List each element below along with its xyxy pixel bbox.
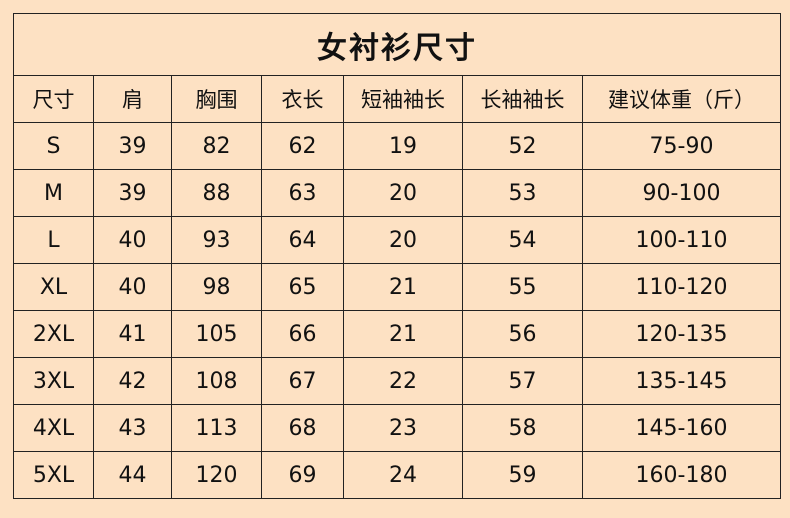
table-row: 4XL 43 113 68 23 58 145-160 — [13, 404, 781, 452]
table-row: 5XL 44 120 69 24 59 160-180 — [13, 451, 781, 499]
table-cell: 39 — [93, 169, 172, 217]
table-cell: M — [13, 169, 94, 217]
table-cell: 54 — [462, 216, 583, 264]
table-cell: 42 — [93, 357, 172, 405]
table-cell: 69 — [261, 451, 344, 499]
table-row: XL 40 98 65 21 55 110-120 — [13, 263, 781, 311]
table-cell: 135-145 — [582, 357, 781, 405]
table-cell: 160-180 — [582, 451, 781, 499]
table-cell: 88 — [171, 169, 262, 217]
table-cell: 40 — [93, 263, 172, 311]
table-cell: 108 — [171, 357, 262, 405]
table-cell: 22 — [343, 357, 463, 405]
table-cell: 120-135 — [582, 310, 781, 358]
table-cell: L — [13, 216, 94, 264]
table-cell: 100-110 — [582, 216, 781, 264]
table-title: 女衬衫尺寸 — [13, 13, 781, 76]
table-cell: 52 — [462, 122, 583, 170]
table-cell: 67 — [261, 357, 344, 405]
table-cell: 64 — [261, 216, 344, 264]
table-cell: 58 — [462, 404, 583, 452]
table-cell: 55 — [462, 263, 583, 311]
table-cell: 21 — [343, 310, 463, 358]
table-cell: 44 — [93, 451, 172, 499]
column-header: 短袖袖长 — [343, 75, 463, 123]
column-header: 胸围 — [171, 75, 262, 123]
table-cell: 105 — [171, 310, 262, 358]
table-cell: 113 — [171, 404, 262, 452]
column-header: 长袖袖长 — [462, 75, 583, 123]
table-cell: 4XL — [13, 404, 94, 452]
table-cell: 5XL — [13, 451, 94, 499]
table-cell: 19 — [343, 122, 463, 170]
column-header: 尺寸 — [13, 75, 94, 123]
table-cell: 98 — [171, 263, 262, 311]
table-cell: 2XL — [13, 310, 94, 358]
table-cell: 20 — [343, 216, 463, 264]
table-cell: 93 — [171, 216, 262, 264]
table-cell: 82 — [171, 122, 262, 170]
table-cell: S — [13, 122, 94, 170]
table-cell: 41 — [93, 310, 172, 358]
column-header: 建议体重（斤） — [582, 75, 781, 123]
table-cell: 53 — [462, 169, 583, 217]
header-row: 尺寸肩胸围 衣长 短袖袖长 长袖袖长 建议体重（斤） — [13, 75, 781, 123]
column-header: 肩 — [93, 75, 172, 123]
table-cell: 75-90 — [582, 122, 781, 170]
table-cell: 63 — [261, 169, 344, 217]
table-cell: 62 — [261, 122, 344, 170]
table-cell: 20 — [343, 169, 463, 217]
table-cell: 65 — [261, 263, 344, 311]
table-row: M 39 88 63 20 53 90-100 — [13, 169, 781, 217]
table-row: L 40 93 64 20 54 100-110 — [13, 216, 781, 264]
table-cell: 90-100 — [582, 169, 781, 217]
table-cell: 59 — [462, 451, 583, 499]
table-row: S 39 82 62 19 52 75-90 — [13, 122, 781, 170]
table-cell: 57 — [462, 357, 583, 405]
table-cell: 23 — [343, 404, 463, 452]
size-chart-table: 女衬衫尺寸 尺寸肩胸围 衣长 短袖袖长 长袖袖长 建议体重（斤） S 39 82 62 19 52… — [13, 13, 781, 499]
table-cell: 21 — [343, 263, 463, 311]
table-cell: 110-120 — [582, 263, 781, 311]
table-cell: 43 — [93, 404, 172, 452]
table-cell: 145-160 — [582, 404, 781, 452]
table-cell: 24 — [343, 451, 463, 499]
table-cell: 39 — [93, 122, 172, 170]
table-cell: XL — [13, 263, 94, 311]
table-cell: 40 — [93, 216, 172, 264]
table-cell: 56 — [462, 310, 583, 358]
table-cell: 68 — [261, 404, 344, 452]
table-cell: 66 — [261, 310, 344, 358]
table-cell: 3XL — [13, 357, 94, 405]
table-row: 2XL 41 105 66 21 56 120-135 — [13, 310, 781, 358]
table-cell: 120 — [171, 451, 262, 499]
table-body: S 39 82 62 19 52 75-90 M 39 88 63 20 53 90-100 L 40 93 64… — [13, 122, 781, 499]
column-header: 衣长 — [261, 75, 344, 123]
table-row: 3XL 42 108 67 22 57 135-145 — [13, 357, 781, 405]
